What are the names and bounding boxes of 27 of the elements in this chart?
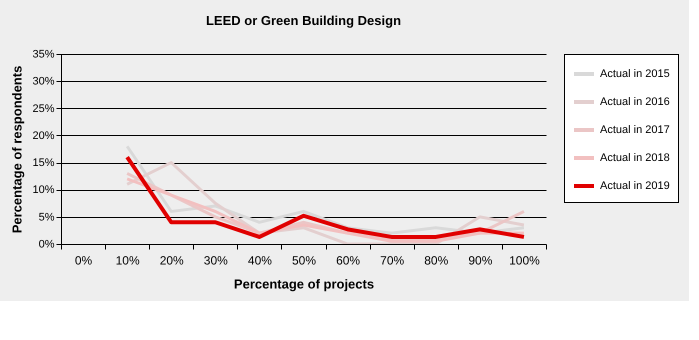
legend-label: Actual in 2019 (600, 180, 670, 192)
x-tick-label: 0% (74, 254, 93, 268)
y-tick-label: 25% (32, 102, 55, 115)
y-tick-label: 0% (38, 238, 55, 250)
legend-label: Actual in 2018 (600, 152, 670, 164)
legend-label: Actual in 2016 (600, 96, 670, 108)
x-tick-label: 70% (380, 254, 405, 268)
y-axis-title: Percentage of respondents (9, 66, 24, 234)
legend-label: Actual in 2017 (600, 124, 670, 136)
x-tick-label: 20% (160, 254, 184, 268)
y-tick-label: 15% (32, 157, 55, 170)
y-tick-label: 20% (32, 130, 55, 142)
x-tick-label: 100% (509, 254, 540, 268)
legend-label: Actual in 2015 (600, 68, 670, 80)
x-axis-title: Percentage of projects (234, 276, 374, 292)
x-tick-label: 60% (336, 254, 360, 268)
y-tick-label: 30% (32, 76, 55, 88)
y-tick-label: 10% (32, 184, 55, 196)
x-tick-label: 50% (292, 254, 316, 268)
chart-title: LEED or Green Building Design (206, 13, 402, 28)
x-tick-label: 40% (248, 254, 272, 268)
y-tick-label: 5% (38, 211, 55, 224)
x-tick-label: 90% (468, 254, 493, 268)
x-tick-label: 10% (116, 254, 140, 268)
x-tick-label: 30% (204, 254, 228, 268)
y-tick-label: 35% (32, 48, 55, 60)
x-tick-label: 80% (424, 254, 449, 268)
